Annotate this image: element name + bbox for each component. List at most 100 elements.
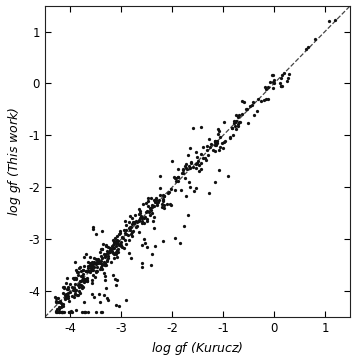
Point <box>58 309 64 315</box>
Point <box>239 98 245 104</box>
Point <box>149 210 155 216</box>
Point <box>126 225 132 231</box>
Point <box>77 290 83 296</box>
Point <box>94 269 100 274</box>
Point <box>90 267 96 273</box>
Point <box>121 236 126 241</box>
Point <box>62 291 68 297</box>
Point <box>173 178 179 183</box>
Point <box>105 248 110 254</box>
Point <box>75 282 81 288</box>
Point <box>77 289 82 294</box>
Point <box>71 294 77 299</box>
Point <box>166 189 172 195</box>
Point <box>68 281 73 287</box>
Point <box>222 138 227 144</box>
Point <box>67 309 72 315</box>
Point <box>75 269 81 275</box>
Point <box>80 267 86 273</box>
Point <box>123 227 129 233</box>
Point <box>160 238 166 244</box>
Point <box>269 72 275 77</box>
Point <box>151 214 156 220</box>
Point <box>120 244 125 250</box>
Point <box>116 232 121 237</box>
Point <box>103 260 108 266</box>
Point <box>104 262 109 268</box>
Point <box>111 245 117 251</box>
Point <box>150 218 156 224</box>
Point <box>75 272 81 278</box>
Point <box>111 256 117 261</box>
Point <box>78 282 84 287</box>
Point <box>115 241 120 247</box>
Point <box>243 106 249 111</box>
Point <box>110 273 115 278</box>
Point <box>255 95 261 101</box>
Point <box>73 276 79 282</box>
Point <box>199 160 204 166</box>
Point <box>104 258 110 264</box>
Point <box>69 293 75 298</box>
Point <box>94 259 100 265</box>
Point <box>168 203 174 208</box>
Point <box>212 139 218 144</box>
Point <box>206 190 212 196</box>
Point <box>117 241 123 247</box>
Point <box>114 233 120 238</box>
Point <box>197 168 202 174</box>
Point <box>119 240 124 245</box>
Point <box>198 166 204 172</box>
Point <box>101 292 107 298</box>
Point <box>212 148 218 154</box>
Point <box>251 99 256 105</box>
Point <box>99 309 105 315</box>
Point <box>305 44 310 50</box>
Point <box>76 265 82 271</box>
Point <box>99 258 104 264</box>
Point <box>72 287 78 293</box>
Point <box>180 171 185 176</box>
Point <box>126 250 132 256</box>
Point <box>183 162 189 167</box>
Point <box>121 227 127 233</box>
Point <box>312 36 318 42</box>
Point <box>236 112 242 118</box>
Point <box>80 267 85 273</box>
Point <box>122 237 127 243</box>
Point <box>103 262 108 268</box>
Point <box>128 224 134 229</box>
Point <box>87 262 93 268</box>
Point <box>183 163 188 169</box>
Point <box>148 207 153 213</box>
Point <box>82 254 87 260</box>
Point <box>232 119 237 125</box>
Point <box>219 140 225 146</box>
Point <box>145 216 150 222</box>
Point <box>216 147 221 153</box>
Point <box>247 103 253 109</box>
Point <box>167 201 173 207</box>
Point <box>74 270 79 276</box>
Point <box>91 255 97 261</box>
Point <box>232 123 238 129</box>
Point <box>182 175 188 180</box>
Point <box>97 299 103 305</box>
Point <box>77 281 82 287</box>
Point <box>81 309 87 315</box>
Point <box>278 83 284 89</box>
Point <box>98 309 104 315</box>
Point <box>131 219 137 225</box>
Point <box>172 235 178 241</box>
Point <box>146 203 151 209</box>
Point <box>115 254 120 260</box>
Point <box>134 219 140 225</box>
Point <box>105 255 111 261</box>
Point <box>110 250 116 256</box>
Point <box>152 197 158 203</box>
Point <box>54 306 59 311</box>
Point <box>110 237 116 243</box>
Point <box>122 230 127 236</box>
Point <box>65 284 71 289</box>
Point <box>67 289 73 295</box>
